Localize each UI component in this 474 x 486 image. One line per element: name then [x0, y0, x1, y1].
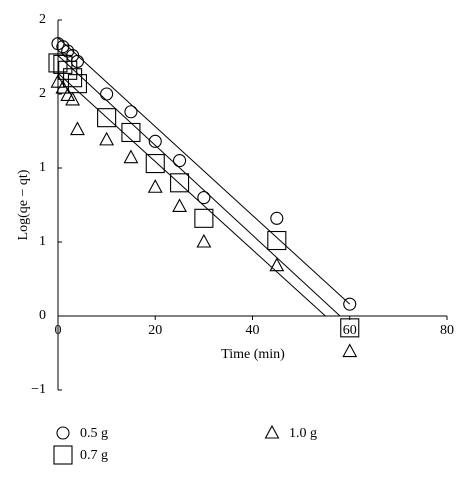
y-tick-label: 2	[39, 86, 46, 101]
y-tick-label: 2	[39, 12, 46, 27]
point	[61, 44, 75, 58]
point	[121, 122, 141, 143]
point	[65, 91, 81, 106]
point	[173, 154, 187, 168]
x-axis-label: Time (min)	[221, 347, 285, 362]
point	[63, 68, 83, 88]
point	[172, 198, 187, 213]
point	[48, 53, 68, 73]
point	[99, 131, 115, 146]
point	[147, 179, 163, 193]
y-tick-label: 0	[39, 308, 46, 323]
point	[270, 211, 284, 225]
fit-line	[57, 72, 326, 317]
point	[58, 60, 78, 80]
y-tick-label: −1	[31, 382, 46, 397]
x-tick-label: 60	[343, 323, 357, 338]
legend-label: 1.0 g	[289, 426, 317, 441]
point	[343, 297, 357, 311]
point	[67, 74, 87, 94]
x-tick-label: 0	[55, 323, 62, 338]
point	[60, 87, 76, 102]
point	[50, 74, 66, 88]
point	[197, 191, 211, 205]
legend-marker	[53, 445, 73, 465]
point	[267, 230, 287, 251]
fit-line	[57, 55, 341, 317]
point	[53, 54, 73, 74]
legend-marker	[56, 426, 70, 440]
point	[148, 134, 162, 148]
y-tick-label: 1	[39, 160, 46, 175]
point	[56, 40, 70, 54]
legend-marker	[264, 424, 280, 439]
x-tick-label: 20	[148, 323, 162, 338]
point	[269, 257, 285, 272]
point	[100, 87, 114, 101]
point	[55, 79, 71, 94]
point	[194, 208, 214, 228]
point	[170, 173, 190, 193]
point	[70, 121, 85, 136]
point	[123, 149, 139, 164]
fit-line	[57, 37, 351, 305]
legend-label: 0.5 g	[80, 426, 108, 441]
point	[340, 318, 360, 338]
x-tick-label: 40	[246, 323, 260, 338]
y-axis-label: Log(qe − qt)	[16, 169, 31, 240]
legend-label: 0.7 g	[80, 448, 108, 463]
x-tick-label: 80	[440, 323, 454, 338]
point	[145, 154, 165, 174]
point	[196, 233, 212, 248]
point	[124, 105, 138, 119]
point	[97, 108, 117, 128]
y-tick-label: 1	[39, 234, 46, 249]
point	[342, 343, 358, 358]
